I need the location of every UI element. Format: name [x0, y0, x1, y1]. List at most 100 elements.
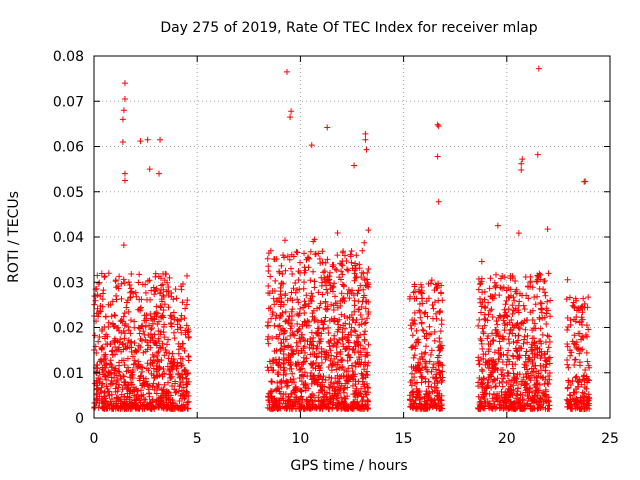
- data-point: [126, 400, 133, 407]
- data-point: [107, 357, 114, 364]
- data-point: [501, 306, 508, 313]
- data-point: [333, 266, 340, 273]
- data-point: [321, 268, 328, 275]
- data-point: [357, 391, 364, 398]
- data-point: [541, 314, 548, 321]
- data-point: [118, 280, 125, 287]
- data-point: [420, 403, 427, 410]
- data-point: [315, 389, 322, 396]
- data-point: [150, 357, 157, 364]
- data-point: [521, 364, 528, 371]
- data-point: [280, 252, 287, 259]
- data-point: [348, 259, 355, 266]
- data-point: [317, 300, 324, 307]
- data-point: [155, 335, 162, 342]
- data-point: [529, 317, 536, 324]
- data-point: [316, 362, 323, 369]
- data-point: [344, 266, 351, 273]
- data-point: [546, 360, 553, 367]
- data-point: [167, 315, 174, 322]
- data-point: [112, 312, 119, 319]
- data-point: [527, 395, 534, 402]
- data-point: [154, 310, 161, 317]
- data-point: [131, 324, 138, 331]
- data-point: [491, 401, 498, 408]
- data-point: [509, 404, 516, 411]
- data-point: [344, 357, 351, 364]
- data-point: [156, 170, 163, 177]
- data-point: [365, 281, 372, 288]
- data-point: [135, 279, 142, 286]
- data-point: [166, 367, 173, 374]
- data-point: [159, 340, 166, 347]
- data-point: [310, 342, 317, 349]
- data-point: [172, 286, 179, 293]
- data-point: [131, 318, 138, 325]
- data-point: [149, 351, 156, 358]
- data-point: [579, 309, 586, 316]
- data-point: [483, 359, 490, 366]
- data-point: [348, 324, 355, 331]
- data-point: [510, 400, 517, 407]
- data-point: [507, 383, 514, 390]
- data-point: [314, 381, 321, 388]
- data-point: [267, 405, 274, 412]
- data-point: [515, 307, 522, 314]
- data-point: [428, 368, 435, 375]
- data-point: [538, 340, 545, 347]
- data-point: [321, 351, 328, 358]
- data-point: [145, 386, 152, 393]
- data-point: [131, 339, 138, 346]
- data-point: [536, 285, 543, 292]
- y-tick-label: 0.05: [53, 185, 84, 201]
- data-point: [497, 275, 504, 282]
- data-point: [181, 393, 188, 400]
- data-point: [435, 280, 442, 287]
- data-point: [489, 367, 496, 374]
- data-point: [525, 295, 532, 302]
- data-point: [514, 355, 521, 362]
- data-point: [345, 267, 352, 274]
- data-point: [154, 321, 161, 328]
- data-point: [284, 253, 291, 260]
- data-point: [564, 357, 571, 364]
- data-point: [327, 347, 334, 354]
- data-point: [537, 299, 544, 306]
- data-point: [273, 387, 280, 394]
- data-point: [363, 351, 370, 358]
- data-point: [151, 291, 158, 298]
- data-point: [95, 313, 102, 320]
- data-point: [586, 395, 593, 402]
- data-point: [419, 295, 426, 302]
- data-point: [269, 367, 276, 374]
- data-point: [99, 326, 106, 333]
- data-point: [133, 293, 140, 300]
- data-point: [545, 355, 552, 362]
- y-tick-label: 0.07: [53, 94, 84, 110]
- data-point: [281, 327, 288, 334]
- data-point: [479, 389, 486, 396]
- data-point: [525, 389, 532, 396]
- data-point: [310, 307, 317, 314]
- data-point: [97, 293, 104, 300]
- data-point: [99, 366, 106, 373]
- data-point: [146, 277, 153, 284]
- data-point: [322, 377, 329, 384]
- data-point: [123, 304, 130, 311]
- data-point: [296, 375, 303, 382]
- data-point: [434, 380, 441, 387]
- data-point: [427, 401, 434, 408]
- data-point: [418, 350, 425, 357]
- data-point: [339, 258, 346, 265]
- data-point: [541, 289, 548, 296]
- data-point: [418, 319, 425, 326]
- data-point: [272, 277, 279, 284]
- data-point: [357, 282, 364, 289]
- data-point: [125, 364, 132, 371]
- data-point: [503, 312, 510, 319]
- data-point: [293, 339, 300, 346]
- data-point: [438, 290, 445, 297]
- data-point: [438, 378, 445, 385]
- data-point: [520, 302, 527, 309]
- data-point: [315, 332, 322, 339]
